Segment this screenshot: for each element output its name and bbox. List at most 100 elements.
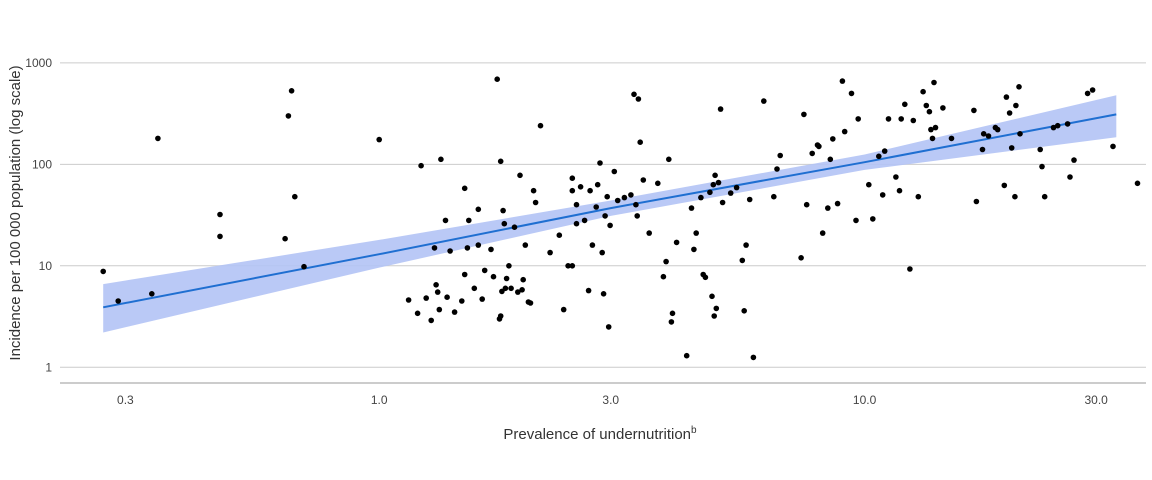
data-point (607, 222, 613, 229)
data-point (979, 146, 986, 153)
data-point (640, 177, 647, 183)
data-point (502, 285, 509, 292)
fit-line-layer (103, 113, 1117, 309)
data-point (637, 139, 643, 145)
data-point (288, 88, 295, 94)
data-point (520, 276, 526, 283)
data-point (282, 235, 288, 242)
data-point (490, 273, 497, 280)
data-point (635, 96, 642, 102)
data-point (896, 187, 903, 194)
x-tick-label: 10.0 (853, 393, 877, 407)
data-point (1016, 84, 1022, 90)
data-point (475, 242, 482, 248)
data-point (655, 180, 661, 187)
data-point (560, 306, 567, 313)
data-point (940, 105, 946, 111)
y-tick-label: 1000 (25, 56, 52, 70)
data-point (475, 206, 482, 213)
data-point (683, 352, 690, 359)
y-tick-label: 100 (32, 157, 52, 171)
data-point (503, 275, 510, 282)
data-point (691, 246, 697, 253)
data-point (515, 289, 521, 295)
data-point (602, 213, 608, 219)
data-point (217, 233, 223, 240)
data-point (910, 117, 917, 124)
data-point (771, 193, 777, 200)
data-point (301, 263, 307, 270)
data-point (819, 230, 826, 236)
data-point (599, 249, 605, 256)
x-axis-title-text: Prevalence of undernutrition (503, 426, 691, 443)
data-point (1006, 110, 1013, 116)
data-point (444, 294, 450, 301)
data-point (761, 98, 767, 104)
data-point (1054, 122, 1061, 129)
data-point (809, 150, 815, 157)
x-axis-title-superscript: b (691, 425, 697, 436)
data-points (100, 76, 1141, 361)
data-point (750, 354, 757, 361)
data-point (585, 287, 592, 294)
data-point (1050, 124, 1057, 131)
data-point (698, 194, 704, 201)
data-point (508, 285, 514, 292)
data-point (931, 79, 937, 86)
data-point (870, 216, 876, 222)
data-point (707, 189, 713, 196)
data-point (594, 181, 601, 188)
data-point (414, 310, 421, 317)
y-tick-labels: 1 10 100 1000 (25, 56, 52, 374)
data-point (743, 242, 749, 248)
x-tick-label: 3.0 (602, 393, 619, 407)
data-point (855, 116, 861, 122)
data-point (461, 185, 468, 192)
data-point (830, 136, 836, 142)
data-point (600, 291, 607, 297)
data-point (739, 257, 746, 264)
data-point (733, 184, 740, 191)
data-point (587, 187, 593, 194)
confidence-band-layer (103, 95, 1117, 333)
data-point (711, 313, 717, 319)
data-point (710, 181, 717, 188)
data-point (1041, 193, 1048, 200)
data-point (556, 232, 563, 238)
data-point (517, 172, 523, 179)
data-point (948, 135, 955, 142)
data-point (451, 309, 458, 315)
data-point (488, 246, 494, 253)
data-point (980, 131, 987, 137)
x-tick-label: 1.0 (371, 393, 388, 407)
data-point (717, 106, 724, 112)
data-point (709, 293, 715, 300)
data-point (405, 297, 412, 303)
data-point (1012, 193, 1018, 200)
data-point (494, 76, 501, 82)
y-axis-title: Incidence per 100 000 population (log sc… (7, 65, 24, 360)
data-point (702, 274, 709, 281)
data-point (569, 187, 576, 194)
data-point (746, 196, 753, 203)
data-point (898, 116, 904, 122)
data-point (803, 201, 810, 208)
data-point (727, 190, 734, 196)
data-point (611, 168, 618, 175)
data-point (497, 158, 504, 165)
data-point (511, 224, 518, 230)
data-point (1064, 121, 1071, 127)
data-point (669, 310, 676, 317)
data-point (634, 213, 640, 219)
data-point (1134, 180, 1141, 187)
y-tick-label: 1 (45, 360, 52, 374)
data-point (777, 152, 783, 159)
data-point (994, 126, 1001, 133)
data-point (155, 135, 161, 142)
data-point (565, 263, 571, 269)
data-point (589, 242, 596, 248)
data-point (423, 295, 430, 301)
data-point (885, 116, 892, 122)
data-point (537, 122, 544, 129)
data-point (481, 267, 488, 274)
